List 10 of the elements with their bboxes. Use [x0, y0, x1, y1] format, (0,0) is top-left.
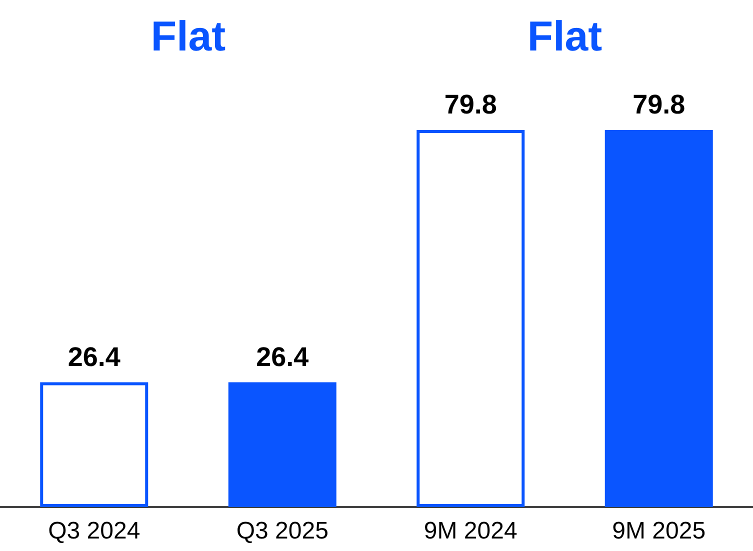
- x-tick-label: 9M 2024: [424, 518, 518, 544]
- data-label: 79.8: [632, 89, 686, 120]
- x-tick-label: 9M 2025: [612, 518, 706, 544]
- data-label: 26.4: [68, 342, 120, 372]
- data-label: 79.8: [444, 89, 497, 120]
- text: Flat: [150, 12, 226, 60]
- x-tick-label: Q3 2024: [48, 518, 140, 544]
- x-tick-label: Q3 2025: [236, 518, 328, 544]
- text: Flat: [527, 12, 602, 60]
- data-label: 26.4: [256, 342, 309, 372]
